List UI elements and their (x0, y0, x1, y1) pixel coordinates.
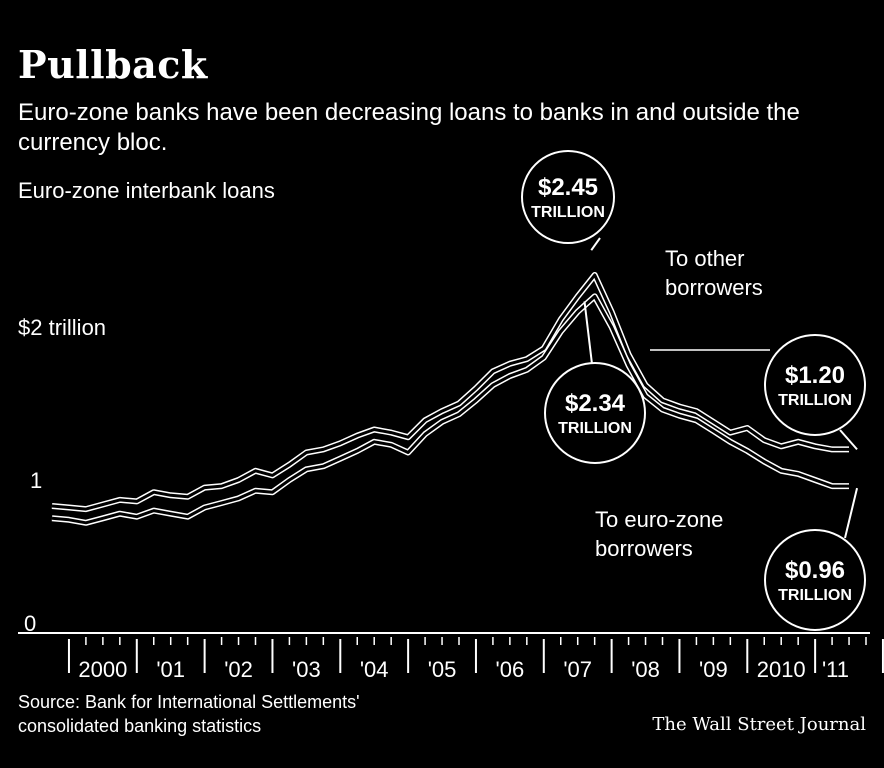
callout-unit: TRILLION (778, 587, 852, 604)
callout-pointer (839, 429, 858, 451)
callout-bubble (764, 529, 866, 631)
series-line-outline-0 (51, 272, 849, 513)
callout-amount: $2.34 (565, 390, 626, 417)
series-line-0 (51, 273, 849, 511)
y-tick-label: 0 (24, 611, 36, 636)
x-tick-label: '03 (292, 657, 321, 682)
series-lines (51, 272, 849, 526)
callout-amount: $1.20 (785, 362, 845, 389)
x-tick-label: '11 (822, 657, 849, 682)
x-tick-label: '07 (563, 657, 592, 682)
series-label-text: borrowers (665, 275, 763, 300)
x-tick-label: '06 (496, 657, 525, 682)
series-label-text: borrowers (595, 536, 693, 561)
x-tick-label: '09 (699, 657, 728, 682)
callout-unit: TRILLION (558, 420, 632, 437)
callout-bubble (544, 362, 646, 464)
callout-bubble (521, 150, 615, 244)
callout-unit: TRILLION (531, 204, 605, 221)
chart-title: Pullback (18, 42, 208, 87)
series-label-text: To other (665, 246, 745, 271)
y-tick-label: 1 (30, 468, 42, 493)
series-label: Euro-zone interbank loans (18, 178, 275, 203)
series-label-text: To euro-zone (595, 507, 723, 532)
x-axis: 2000 '01 '02 '03 '04 '05 '06 '07 '08 '09 2010 '11 (18, 632, 884, 682)
x-tick-label: '08 (631, 657, 660, 682)
y-axis-labels: 0 1 $2 trillion (18, 315, 106, 636)
x-tick-label: '01 (156, 657, 185, 682)
callout-amount: $0.96 (785, 557, 845, 584)
series-labels: To other borrowers To euro-zone borrowers (595, 246, 770, 561)
callout-amount: $2.45 (538, 174, 598, 201)
x-tick-label: '02 (224, 657, 253, 682)
chart-subtitle: Euro-zone banks have been decreasing loa… (18, 99, 800, 156)
x-tick-label: 2010 (757, 657, 806, 682)
source-note: Source: Bank for International Settlemen… (18, 692, 360, 736)
x-tick-label: 2000 (78, 657, 127, 682)
callout-bubble (764, 334, 866, 436)
x-tick-label: '05 (428, 657, 457, 682)
callouts: $2.45 TRILLION $2.34 TRILLION $1.20 TRILLION $… (521, 150, 866, 631)
callout-pointer (844, 487, 859, 539)
callout-pointer (583, 301, 593, 365)
series-line-1 (51, 294, 849, 525)
x-tick-label: '04 (360, 657, 389, 682)
y-tick-label: $2 trillion (18, 315, 106, 340)
credit: The Wall Street Journal (652, 714, 866, 735)
callout-pointer (590, 237, 601, 251)
callout-unit: TRILLION (778, 392, 852, 409)
